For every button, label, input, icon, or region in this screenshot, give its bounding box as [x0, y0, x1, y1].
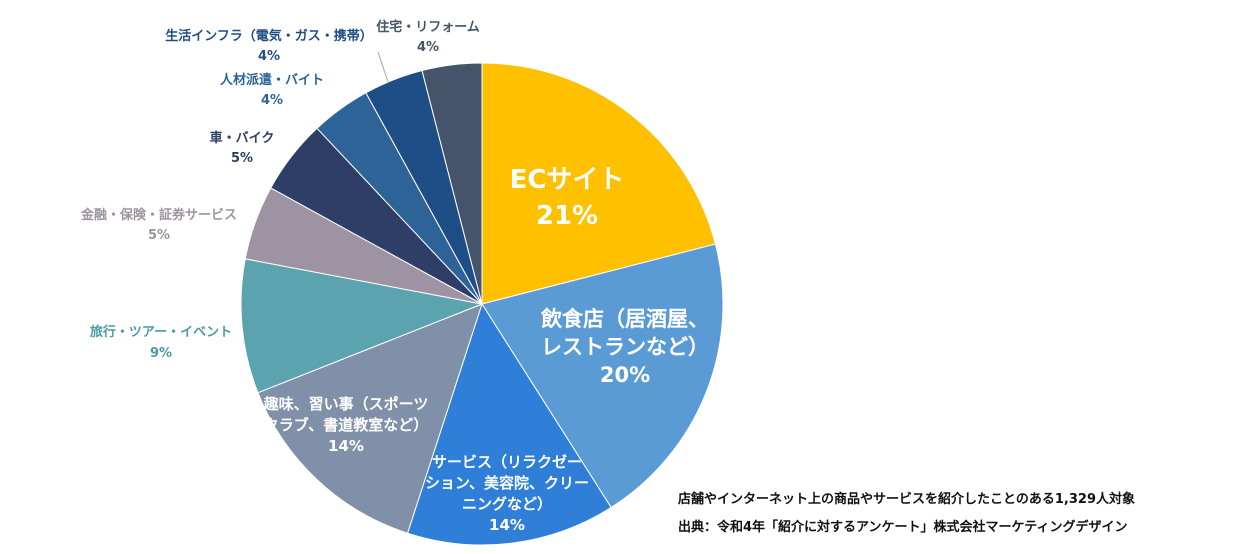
- source-note: 出典：令和4年「紹介に対するアンケート」株式会社マーケティングデザイン: [678, 520, 1128, 535]
- pie-slice-5: [240, 258, 484, 394]
- slice-label-8: 人材派遣・バイト 4%: [220, 72, 324, 108]
- pie-slices: [240, 62, 724, 546]
- slice-label-line: 生活インフラ（電気・ガス・携帯）: [165, 28, 373, 44]
- slice-label-9: 生活インフラ（電気・ガス・携帯） 4%: [165, 28, 373, 64]
- pie-slice-1: [481, 62, 717, 305]
- slice-label-line: 趣味、習い事（スポーツ: [263, 395, 429, 413]
- slice-percent: 21%: [536, 201, 598, 231]
- slice-label-line: サービス（リラクゼー: [432, 453, 582, 471]
- slice-label-line: クラブ、書道教室など）: [264, 416, 429, 434]
- slice-percent: 5%: [231, 151, 253, 166]
- slice-label-line: ECサイト: [510, 165, 625, 195]
- slice-label-line: 人材派遣・バイト: [220, 72, 324, 88]
- slice-percent: 14%: [328, 437, 364, 455]
- slice-label-3: サービス（リラクゼーション、美容院、クリーニングなど） 14%: [425, 453, 589, 534]
- slice-percent: 20%: [600, 363, 650, 387]
- slice-label-10: 住宅・リフォーム 4%: [376, 19, 480, 55]
- slice-label-5: 旅行・ツアー・イベント 9%: [90, 324, 232, 361]
- slice-label-line: 住宅・リフォーム: [376, 19, 480, 35]
- slice-label-6: 金融・保険・証券サービス 5%: [80, 207, 237, 243]
- slice-label-1: ECサイト 21%: [510, 165, 625, 231]
- pie-slice-10: [421, 62, 483, 305]
- slice-percent: 4%: [417, 40, 439, 55]
- survey-note: 店舗やインターネット上の商品やサービスを紹介したことのある1,329人対象: [678, 492, 1135, 507]
- slice-label-7: 車・バイク 5%: [210, 130, 275, 166]
- slice-label-line: ション、美容院、クリー: [425, 474, 589, 492]
- slice-label-line: 車・バイク: [210, 130, 275, 146]
- slice-label-line: 飲食店（居酒屋、: [540, 307, 709, 331]
- slice-label-line: レストランなど）: [541, 335, 709, 359]
- pie-slice-4: [257, 303, 483, 534]
- pie-slice-3: [406, 302, 612, 546]
- slice-percent: 9%: [150, 346, 172, 361]
- slice-percent: 14%: [489, 516, 525, 534]
- slice-label-line: 旅行・ツアー・イベント: [90, 324, 232, 340]
- pie-slice-2: [481, 243, 724, 509]
- slice-label-line: ニングなど）: [462, 495, 552, 513]
- leader-line-housing: [377, 51, 389, 83]
- slice-label-line: 金融・保険・証券サービス: [80, 207, 237, 223]
- slice-percent: 4%: [261, 93, 283, 108]
- slice-percent: 5%: [148, 228, 170, 243]
- slice-labels: ECサイト 21% 飲食店（居酒屋、レストランなど） 20% サービス（リラクゼーション…: [80, 19, 709, 534]
- slice-percent: 4%: [258, 49, 280, 64]
- slice-label-4: 趣味、習い事（スポーツクラブ、書道教室など） 14%: [263, 395, 429, 455]
- slice-label-2: 飲食店（居酒屋、レストランなど） 20%: [540, 307, 709, 387]
